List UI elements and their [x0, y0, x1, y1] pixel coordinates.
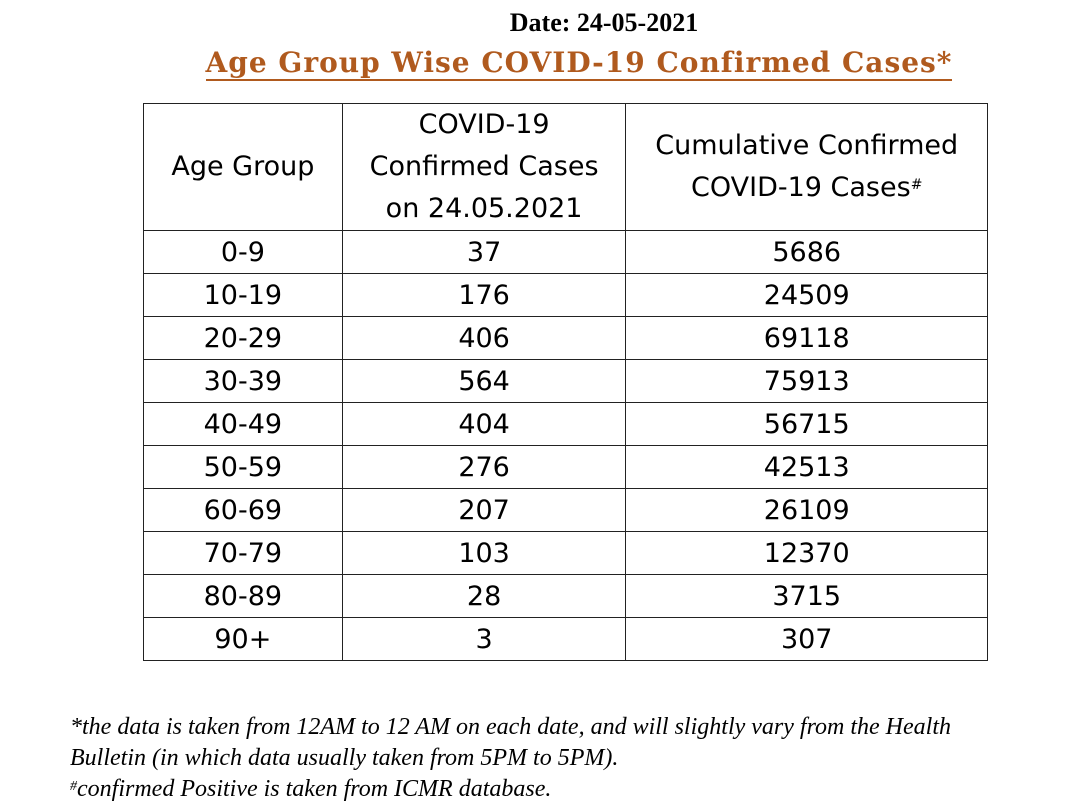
table-row: 70-79 103 12370	[143, 531, 988, 575]
header-age-group: Age Group	[143, 103, 343, 231]
table-row: 90+ 3 307	[143, 617, 988, 661]
cell-confirmed-cases: 176	[341, 273, 627, 317]
report-date: Date: 24-05-2021	[509, 8, 699, 37]
footnotes: *the data is taken from 12AM to 12 AM on…	[70, 712, 1070, 805]
page-title: Age Group Wise COVID-19 Confirmed Cases*	[0, 46, 1080, 81]
table-row: 30-39 564 75913	[143, 359, 988, 403]
cell-age-group: 30-39	[143, 359, 343, 403]
cell-cumulative-cases: 42513	[625, 445, 988, 489]
cell-cumulative-cases: 307	[625, 617, 988, 661]
cell-cumulative-cases: 12370	[625, 531, 988, 575]
table-row: 50-59 276 42513	[143, 445, 988, 489]
cell-age-group: 50-59	[143, 445, 343, 489]
cell-age-group: 10-19	[143, 273, 343, 317]
cell-cumulative-cases: 26109	[625, 488, 988, 532]
table-row: 0-9 37 5686	[143, 230, 988, 274]
header-cumulative-cases: Cumulative Confirmed COVID-19 Cases#	[625, 103, 988, 231]
cell-confirmed-cases: 404	[341, 402, 627, 446]
cell-age-group: 40-49	[143, 402, 343, 446]
hash-mark: #	[910, 177, 923, 193]
cell-cumulative-cases: 24509	[625, 273, 988, 317]
cell-age-group: 20-29	[143, 316, 343, 360]
cell-confirmed-cases: 103	[341, 531, 627, 575]
table-row: 10-19 176 24509	[143, 273, 988, 317]
cell-confirmed-cases: 3	[341, 617, 627, 661]
page-title-text: Age Group Wise COVID-19 Confirmed Cases*	[205, 46, 953, 81]
cell-age-group: 0-9	[143, 230, 343, 274]
cell-confirmed-cases: 207	[341, 488, 627, 532]
cell-cumulative-cases: 69118	[625, 316, 988, 360]
cell-confirmed-cases: 406	[341, 316, 627, 360]
age-group-cases-table: Age Group COVID-19 Confirmed Cases on 24…	[143, 103, 988, 661]
cell-age-group: 90+	[143, 617, 343, 661]
cell-cumulative-cases: 3715	[625, 574, 988, 618]
cell-confirmed-cases: 37	[341, 230, 627, 274]
cell-cumulative-cases: 75913	[625, 359, 988, 403]
cell-cumulative-cases: 56715	[625, 402, 988, 446]
table-row: 60-69 207 26109	[143, 488, 988, 532]
footnote-data-window: *the data is taken from 12AM to 12 AM on…	[70, 714, 951, 771]
table-row: 40-49 404 56715	[143, 402, 988, 446]
cell-age-group: 80-89	[143, 574, 343, 618]
header-confirmed-cases: COVID-19 Confirmed Cases on 24.05.2021	[341, 103, 627, 231]
table-header-row: Age Group COVID-19 Confirmed Cases on 24…	[143, 103, 988, 231]
cell-age-group: 60-69	[143, 488, 343, 532]
cell-age-group: 70-79	[143, 531, 343, 575]
footnote-icmr-source: #confirmed Positive is taken from ICMR d…	[70, 776, 552, 802]
table-row: 80-89 28 3715	[143, 574, 988, 618]
cell-cumulative-cases: 5686	[625, 230, 988, 274]
cell-confirmed-cases: 564	[341, 359, 627, 403]
cell-confirmed-cases: 276	[341, 445, 627, 489]
table-row: 20-29 406 69118	[143, 316, 988, 360]
cell-confirmed-cases: 28	[341, 574, 627, 618]
